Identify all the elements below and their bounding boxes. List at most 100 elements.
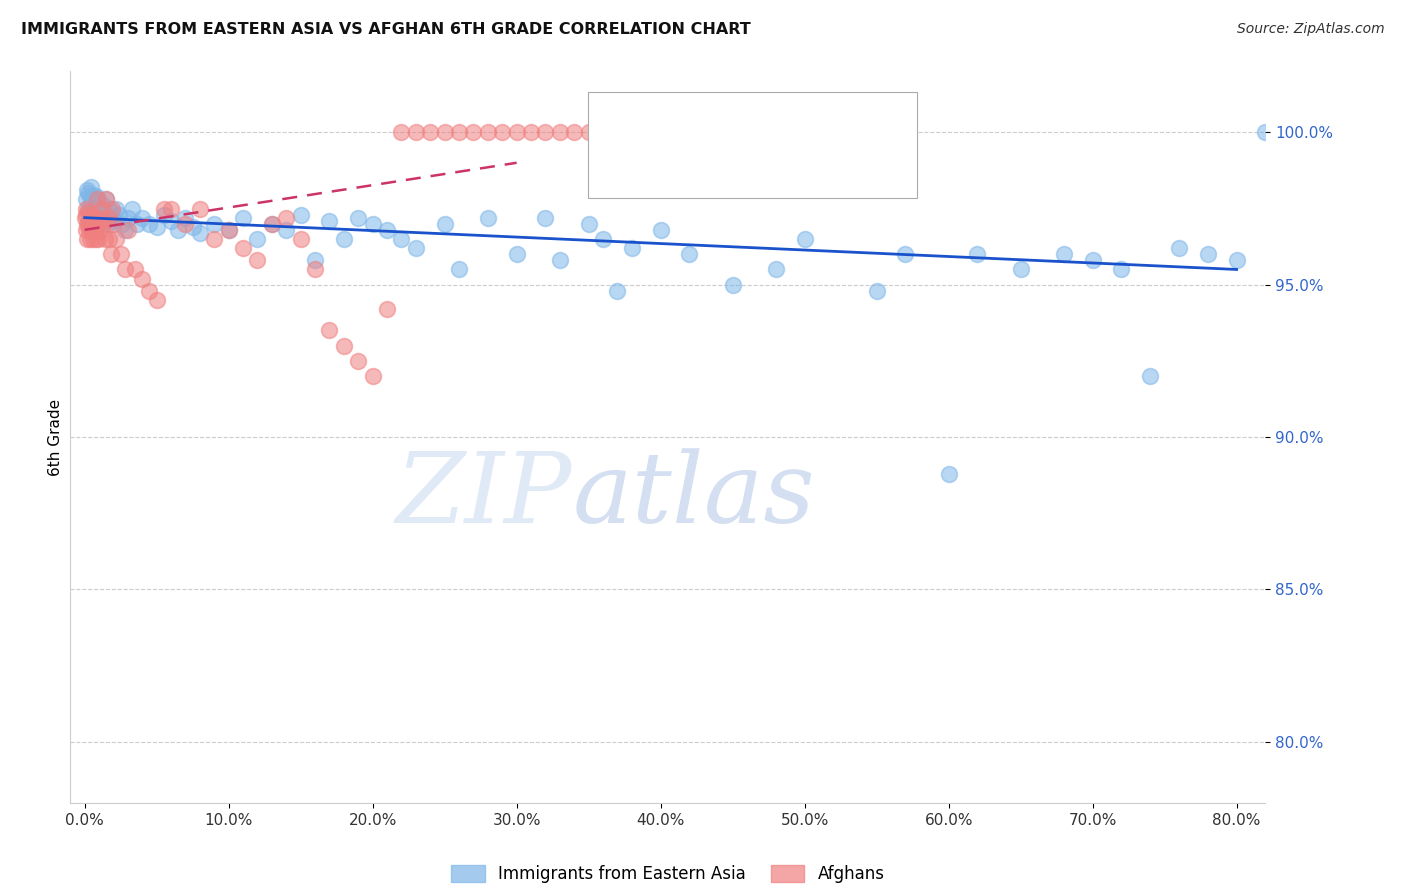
Point (100, 247, 122, 261)
Point (84, 211, 107, 225)
Point (290, 232, 312, 246)
Point (548, 125, 571, 139)
Point (304, 253, 326, 268)
Point (361, 369, 384, 384)
Point (79, 189, 101, 203)
Point (1197, 247, 1219, 261)
Point (83, 217, 105, 231)
Point (98, 232, 121, 246)
Point (82, 195, 104, 210)
Point (82, 204, 104, 219)
Point (218, 223, 240, 237)
Point (77, 208, 100, 222)
Point (75, 223, 97, 237)
Point (592, 125, 614, 139)
Point (79, 198, 101, 212)
Point (491, 125, 513, 139)
Point (80, 180, 103, 194)
Point (80, 213, 103, 227)
Point (650, 223, 672, 237)
Point (87, 217, 110, 231)
Point (80, 217, 103, 231)
Point (463, 125, 485, 139)
Point (347, 211, 370, 225)
Point (90, 223, 112, 237)
Legend: Immigrants from Eastern Asia, Afghans: Immigrants from Eastern Asia, Afghans (444, 858, 891, 889)
Point (202, 232, 225, 246)
Text: N =: N = (785, 113, 824, 131)
Point (98, 202, 121, 216)
Point (276, 223, 298, 237)
Point (75, 208, 97, 222)
Point (333, 339, 356, 353)
Point (894, 247, 917, 261)
Point (1010, 262, 1032, 277)
Y-axis label: 6th Grade: 6th Grade (48, 399, 63, 475)
Point (721, 277, 744, 292)
Point (138, 217, 160, 231)
Point (765, 262, 787, 277)
Text: 74: 74 (849, 160, 876, 178)
Point (84, 198, 107, 212)
Point (620, 241, 643, 255)
Point (77, 217, 100, 231)
Point (79, 211, 101, 225)
Point (75, 193, 97, 207)
Point (79, 232, 101, 246)
Point (77, 186, 100, 201)
Point (347, 354, 370, 368)
Point (101, 204, 124, 219)
Point (87, 202, 110, 216)
Point (174, 217, 197, 231)
Text: N =: N = (785, 160, 824, 178)
Point (84, 189, 107, 203)
Point (290, 208, 312, 222)
Point (125, 217, 148, 231)
Point (131, 211, 153, 225)
Point (276, 211, 298, 225)
Point (167, 223, 190, 237)
Point (1053, 247, 1076, 261)
Point (318, 323, 340, 337)
Point (433, 217, 456, 231)
Point (505, 125, 527, 139)
Point (218, 223, 240, 237)
Point (91, 213, 114, 227)
Point (160, 202, 183, 216)
Point (534, 125, 557, 139)
Point (578, 125, 600, 139)
Point (1282, 125, 1305, 139)
Point (449, 125, 471, 139)
Point (405, 241, 427, 255)
Point (246, 232, 269, 246)
Point (86, 193, 108, 207)
Text: ZIP: ZIP (396, 448, 572, 543)
Point (938, 467, 960, 481)
Point (548, 253, 571, 268)
Point (103, 213, 125, 227)
Point (80, 223, 103, 237)
Point (83, 189, 105, 203)
Point (232, 241, 254, 255)
Point (145, 219, 167, 234)
Point (121, 202, 143, 216)
Point (124, 262, 146, 277)
Point (97, 211, 120, 225)
Point (592, 232, 614, 246)
Point (87, 211, 110, 225)
Point (101, 202, 124, 216)
Point (361, 217, 384, 231)
Point (260, 217, 283, 231)
Point (75, 211, 97, 225)
Point (91, 202, 114, 216)
Point (76, 202, 98, 216)
Point (405, 125, 427, 139)
Point (375, 223, 398, 237)
Point (76, 204, 98, 219)
Point (391, 125, 413, 139)
Point (1254, 125, 1277, 139)
Point (153, 202, 176, 216)
Point (103, 217, 125, 231)
Point (114, 223, 136, 237)
Text: atlas: atlas (572, 448, 815, 543)
